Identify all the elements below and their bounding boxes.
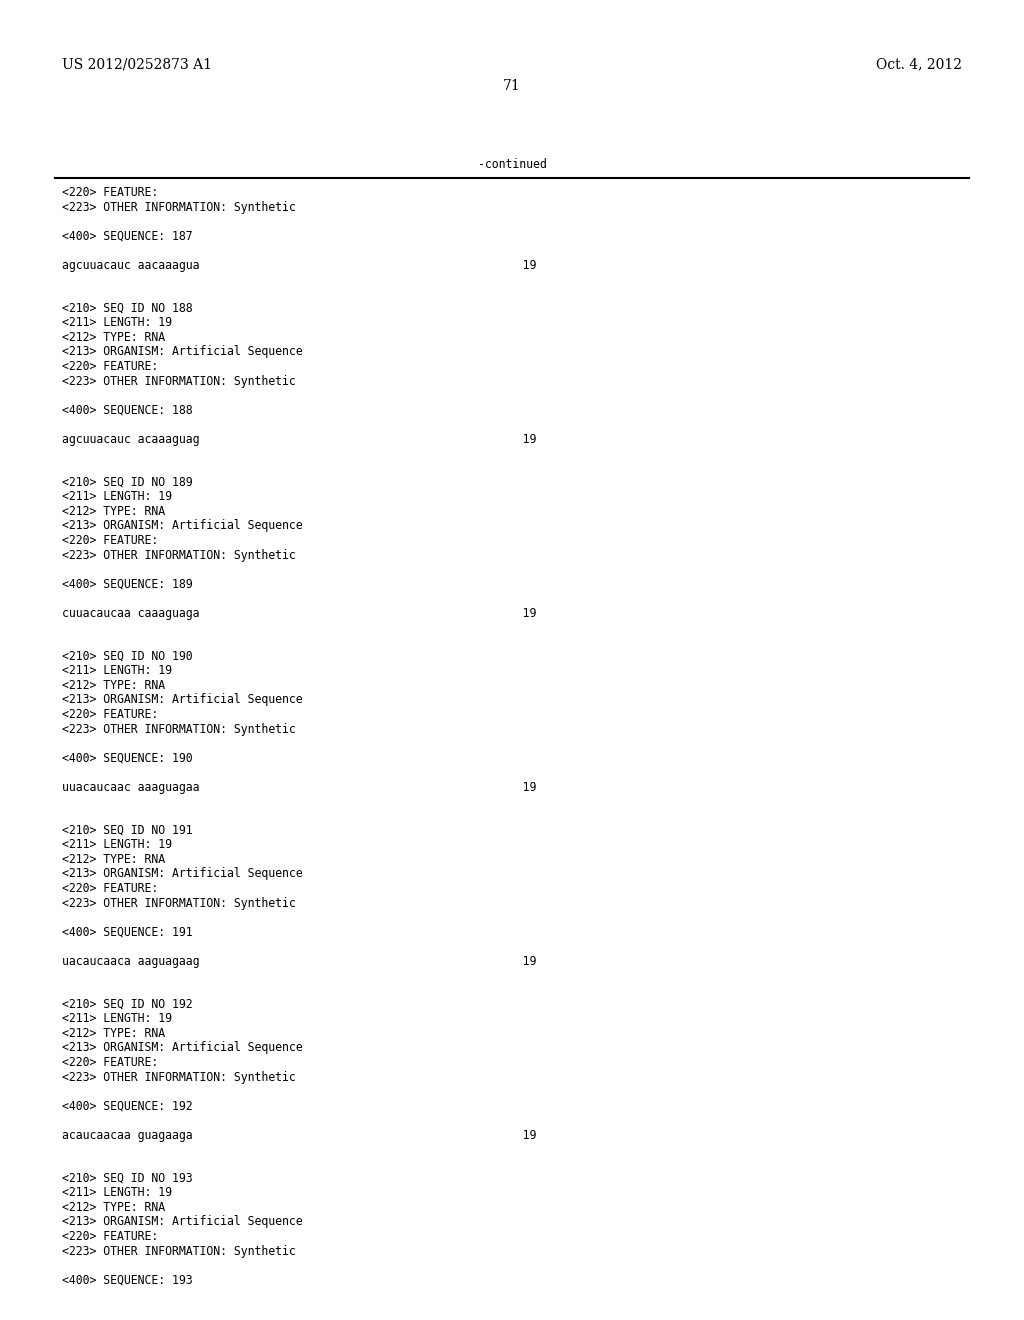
Text: <212> TYPE: RNA: <212> TYPE: RNA (62, 506, 165, 517)
Text: agcuuacauc acaaaguag                                               19: agcuuacauc acaaaguag 19 (62, 433, 537, 446)
Text: <212> TYPE: RNA: <212> TYPE: RNA (62, 1201, 165, 1214)
Text: <212> TYPE: RNA: <212> TYPE: RNA (62, 853, 165, 866)
Text: <212> TYPE: RNA: <212> TYPE: RNA (62, 331, 165, 345)
Text: <210> SEQ ID NO 191: <210> SEQ ID NO 191 (62, 824, 193, 837)
Text: <213> ORGANISM: Artificial Sequence: <213> ORGANISM: Artificial Sequence (62, 346, 303, 359)
Text: 71: 71 (503, 79, 521, 92)
Text: <212> TYPE: RNA: <212> TYPE: RNA (62, 678, 165, 692)
Text: <400> SEQUENCE: 188: <400> SEQUENCE: 188 (62, 404, 193, 417)
Text: <212> TYPE: RNA: <212> TYPE: RNA (62, 1027, 165, 1040)
Text: <210> SEQ ID NO 188: <210> SEQ ID NO 188 (62, 302, 193, 315)
Text: acaucaacaa guagaaga                                                19: acaucaacaa guagaaga 19 (62, 1129, 537, 1142)
Text: US 2012/0252873 A1: US 2012/0252873 A1 (62, 57, 212, 71)
Text: cuuacaucaa caaaguaga                                               19: cuuacaucaa caaaguaga 19 (62, 606, 537, 619)
Text: <211> LENGTH: 19: <211> LENGTH: 19 (62, 317, 172, 330)
Text: Oct. 4, 2012: Oct. 4, 2012 (876, 57, 962, 71)
Text: <220> FEATURE:: <220> FEATURE: (62, 535, 159, 546)
Text: <211> LENGTH: 19: <211> LENGTH: 19 (62, 1012, 172, 1026)
Text: <400> SEQUENCE: 191: <400> SEQUENCE: 191 (62, 925, 193, 939)
Text: uuacaucaac aaaguagaa                                               19: uuacaucaac aaaguagaa 19 (62, 780, 537, 793)
Text: <210> SEQ ID NO 193: <210> SEQ ID NO 193 (62, 1172, 193, 1185)
Text: <400> SEQUENCE: 190: <400> SEQUENCE: 190 (62, 751, 193, 764)
Text: <211> LENGTH: 19: <211> LENGTH: 19 (62, 1187, 172, 1200)
Text: <211> LENGTH: 19: <211> LENGTH: 19 (62, 838, 172, 851)
Text: -continued: -continued (477, 158, 547, 172)
Text: <400> SEQUENCE: 187: <400> SEQUENCE: 187 (62, 230, 193, 243)
Text: <220> FEATURE:: <220> FEATURE: (62, 360, 159, 374)
Text: <220> FEATURE:: <220> FEATURE: (62, 882, 159, 895)
Text: <223> OTHER INFORMATION: Synthetic: <223> OTHER INFORMATION: Synthetic (62, 1071, 296, 1084)
Text: <223> OTHER INFORMATION: Synthetic: <223> OTHER INFORMATION: Synthetic (62, 375, 296, 388)
Text: <223> OTHER INFORMATION: Synthetic: <223> OTHER INFORMATION: Synthetic (62, 722, 296, 735)
Text: <400> SEQUENCE: 193: <400> SEQUENCE: 193 (62, 1274, 193, 1287)
Text: agcuuacauc aacaaagua                                               19: agcuuacauc aacaaagua 19 (62, 259, 537, 272)
Text: <213> ORGANISM: Artificial Sequence: <213> ORGANISM: Artificial Sequence (62, 693, 303, 706)
Text: <220> FEATURE:: <220> FEATURE: (62, 1230, 159, 1243)
Text: <213> ORGANISM: Artificial Sequence: <213> ORGANISM: Artificial Sequence (62, 867, 303, 880)
Text: <223> OTHER INFORMATION: Synthetic: <223> OTHER INFORMATION: Synthetic (62, 201, 296, 214)
Text: <223> OTHER INFORMATION: Synthetic: <223> OTHER INFORMATION: Synthetic (62, 549, 296, 561)
Text: <210> SEQ ID NO 189: <210> SEQ ID NO 189 (62, 477, 193, 488)
Text: <400> SEQUENCE: 192: <400> SEQUENCE: 192 (62, 1100, 193, 1113)
Text: <223> OTHER INFORMATION: Synthetic: <223> OTHER INFORMATION: Synthetic (62, 1245, 296, 1258)
Text: <213> ORGANISM: Artificial Sequence: <213> ORGANISM: Artificial Sequence (62, 520, 303, 532)
Text: <220> FEATURE:: <220> FEATURE: (62, 1056, 159, 1069)
Text: <210> SEQ ID NO 190: <210> SEQ ID NO 190 (62, 649, 193, 663)
Text: <400> SEQUENCE: 189: <400> SEQUENCE: 189 (62, 578, 193, 590)
Text: <213> ORGANISM: Artificial Sequence: <213> ORGANISM: Artificial Sequence (62, 1041, 303, 1055)
Text: <211> LENGTH: 19: <211> LENGTH: 19 (62, 664, 172, 677)
Text: <223> OTHER INFORMATION: Synthetic: <223> OTHER INFORMATION: Synthetic (62, 896, 296, 909)
Text: <220> FEATURE:: <220> FEATURE: (62, 186, 159, 199)
Text: <220> FEATURE:: <220> FEATURE: (62, 708, 159, 721)
Text: <211> LENGTH: 19: <211> LENGTH: 19 (62, 491, 172, 503)
Text: uacaucaaca aaguagaag                                               19: uacaucaaca aaguagaag 19 (62, 954, 537, 968)
Text: <210> SEQ ID NO 192: <210> SEQ ID NO 192 (62, 998, 193, 1011)
Text: <213> ORGANISM: Artificial Sequence: <213> ORGANISM: Artificial Sequence (62, 1216, 303, 1229)
